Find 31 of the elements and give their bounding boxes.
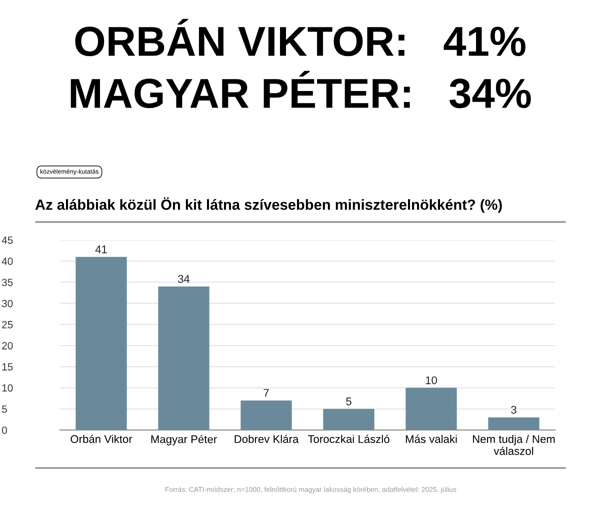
x-tick-label: Toroczkai László: [308, 434, 390, 444]
data-label: 41: [95, 246, 107, 254]
x-tick-label: Más valaki: [406, 434, 457, 444]
bar: [240, 400, 292, 430]
text: ORBÁN VIKTOR: 41%: [75, 18, 526, 56]
x-tick-label: Orbán Viktor: [70, 434, 132, 444]
bar: [158, 286, 210, 430]
y-tick-label: 20: [2, 342, 13, 350]
y-tick-label: 25: [2, 320, 13, 328]
y-tick-label: 5: [2, 405, 7, 413]
x-tick-label: Dobrev Klára: [234, 434, 299, 444]
chart-title: Az alábbiak közül Ön kit látna szívesebben miniszterelnökként? (%): [35, 197, 502, 213]
data-label: 7: [264, 389, 269, 397]
bar: [488, 417, 540, 430]
y-tick-label: 40: [2, 258, 13, 265]
data-label: 3: [511, 406, 516, 414]
y-tick-label: 0: [2, 426, 7, 434]
data-label: 34: [178, 274, 190, 283]
x-tick-label: Nem tudja / Nem válaszol: [472, 434, 555, 455]
y-tick-label: 45: [2, 236, 13, 244]
bar: [76, 256, 127, 430]
y-tick-label: 35: [2, 278, 13, 286]
y-tick-label: 10: [2, 384, 13, 392]
text: MAGYAR PÉTER: 34%: [70, 70, 531, 108]
data-label: 5: [346, 398, 352, 406]
x-tick-label: Magyar Péter: [151, 434, 217, 446]
y-tick-label: 30: [2, 300, 13, 308]
y-tick-label: 15: [2, 363, 13, 371]
bar: [406, 388, 457, 430]
bar: [323, 408, 374, 430]
data-label: 10: [426, 376, 437, 384]
